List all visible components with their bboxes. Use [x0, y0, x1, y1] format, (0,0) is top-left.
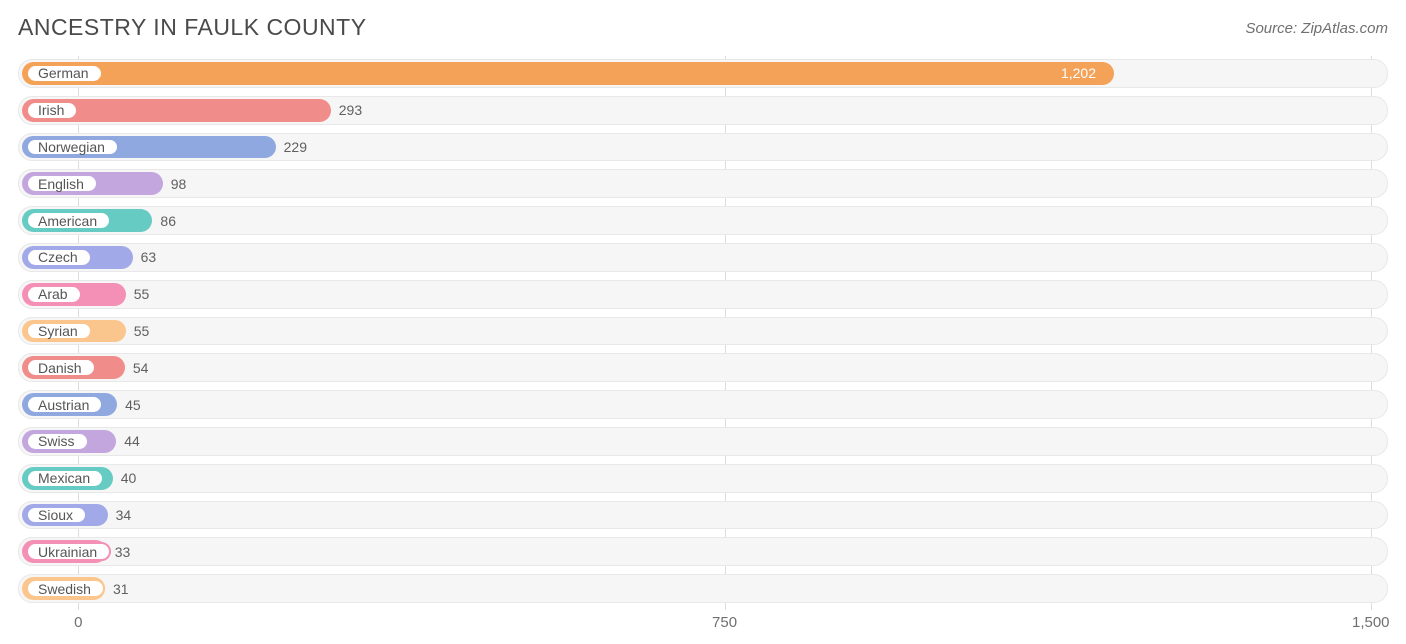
bar-track	[18, 464, 1388, 493]
bar-value: 40	[113, 461, 137, 496]
bar-label-pill: Danish	[26, 358, 96, 377]
bar-row: Ukrainian33	[18, 534, 1388, 569]
bar-track	[18, 169, 1388, 198]
bar-label-pill: Czech	[26, 248, 92, 267]
bar-value: 33	[107, 534, 131, 569]
bar-label-pill: Norwegian	[26, 138, 119, 157]
x-tick: 0	[74, 614, 82, 631]
bar-value: 55	[126, 314, 150, 349]
bar-row: Arab 55	[18, 277, 1388, 312]
bar-value: 54	[125, 350, 149, 385]
bar-row: Syrian 55	[18, 314, 1388, 349]
bar-label-pill: Irish	[26, 101, 78, 120]
bar-row: Sioux 34	[18, 498, 1388, 533]
bar-track	[18, 280, 1388, 309]
bar-row: American 86	[18, 203, 1388, 238]
bar-track	[18, 353, 1388, 382]
bar-track	[18, 427, 1388, 456]
bar-row: English 98	[18, 166, 1388, 201]
bar-label-pill: Swedish	[26, 579, 105, 598]
bar-track	[18, 501, 1388, 530]
bar-row: Mexican 40	[18, 461, 1388, 496]
bar-value: 63	[133, 240, 157, 275]
bar-row: Norwegian 229	[18, 130, 1388, 165]
x-tick: 750	[712, 614, 737, 631]
bar-label-pill: Ukrainian	[26, 542, 111, 561]
bar-value: 229	[276, 130, 307, 165]
bar-value: 44	[116, 424, 140, 459]
bar-label-pill: Austrian	[26, 395, 103, 414]
chart-source: Source: ZipAtlas.com	[1245, 20, 1388, 37]
bar-value: 293	[331, 93, 362, 128]
chart-title: ANCESTRY IN FAULK COUNTY	[18, 14, 367, 41]
bar-label-pill: English	[26, 174, 98, 193]
bar-value: 86	[152, 203, 176, 238]
bar-track	[18, 574, 1388, 603]
bar-label-pill: Syrian	[26, 322, 92, 341]
bar-label-pill: Arab	[26, 285, 82, 304]
bar-row: Swedish31	[18, 571, 1388, 606]
bar-value: 1,202	[22, 56, 1108, 91]
bar-value: 98	[163, 166, 187, 201]
bar-row: Swiss 44	[18, 424, 1388, 459]
x-tick: 1,500	[1352, 614, 1390, 631]
bar-label-pill: American	[26, 211, 111, 230]
bar-row: Czech 63	[18, 240, 1388, 275]
bar-row: German1,202	[18, 56, 1388, 91]
bar-row: Austrian 45	[18, 387, 1388, 422]
bar-row: Irish 293	[18, 93, 1388, 128]
x-axis: 0 750 1,500	[18, 614, 1388, 636]
bar-label-pill: Sioux	[26, 506, 87, 525]
bar-track	[18, 537, 1388, 566]
bar-track	[18, 390, 1388, 419]
bar-value: 34	[108, 498, 132, 533]
bar-track	[18, 243, 1388, 272]
bar-label-pill: Mexican	[26, 469, 104, 488]
chart-header: ANCESTRY IN FAULK COUNTY Source: ZipAtla…	[0, 0, 1406, 51]
bar-track	[18, 317, 1388, 346]
bar-track	[18, 206, 1388, 235]
bar-row: Danish 54	[18, 350, 1388, 385]
chart-area: German1,202 Irish 293 Norwegian 229 English 98…	[18, 56, 1388, 610]
bar-value: 31	[105, 571, 129, 606]
bar-value: 45	[117, 387, 141, 422]
bar-label-pill: Swiss	[26, 432, 89, 451]
bar-value: 55	[126, 277, 150, 312]
